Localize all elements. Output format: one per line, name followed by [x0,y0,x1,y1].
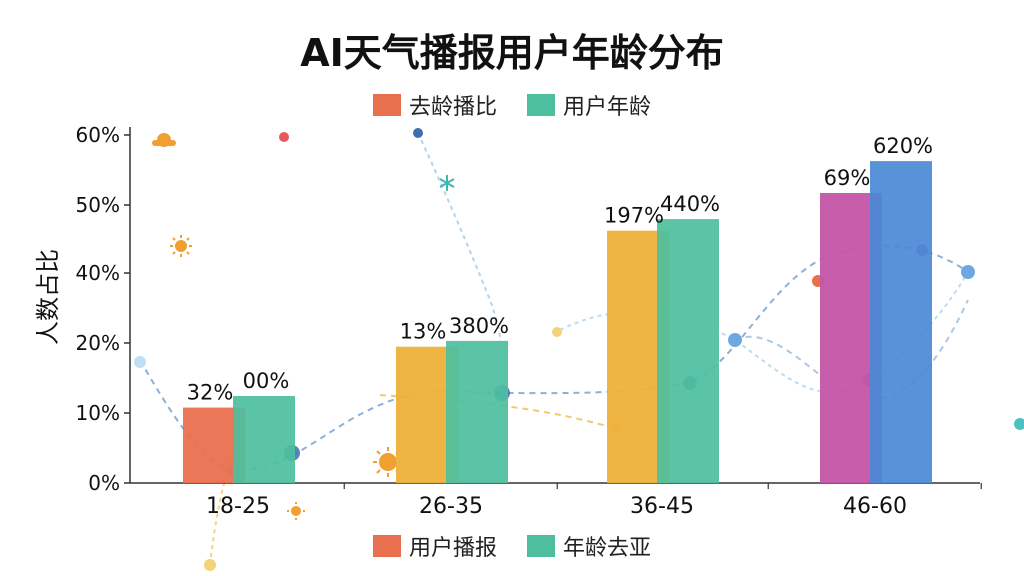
y-tick-label: 40% [76,261,120,285]
legend-item: 用户播报 [372,530,497,562]
legend-top: 去龄播比 用户年龄 [0,89,1024,121]
y-tick-label: 0% [88,471,120,495]
bar [233,396,295,483]
bar-data-label: 620% [873,134,933,158]
bar-data-label: 00% [243,369,290,393]
legend-swatch [372,535,401,557]
bar-data-label: 13% [400,320,447,344]
decor-dot [413,128,423,138]
legend-bottom: 用户播报 年龄去亚 [0,530,1024,562]
x-tick-label: 26-35 [419,494,483,519]
y-tick-label: 20% [76,331,120,355]
y-tick-label: 60% [76,123,120,147]
x-tick-label: 46-60 [843,494,907,519]
bar [657,219,719,483]
bar-data-label: 69% [824,166,871,190]
decor-dot [204,559,216,571]
legend-item: 用户年龄 [527,89,651,121]
legend-swatch [527,535,555,557]
legend-item: 去龄播比 [372,89,497,121]
sun-icon [287,502,305,520]
bar-labels-group: 32% 00% 13% 380% 197%440% 69%620% [187,134,933,405]
bar-data-label: 440% [660,192,720,216]
legend-label: 用户播报 [408,536,497,561]
bar-data-label: 380% [449,314,509,338]
chart-title: AI天气播报用户年龄分布 [300,31,724,75]
decor-dot [1014,418,1024,430]
legend-label: 年龄去亚 [563,536,652,561]
y-axis-label: 人数占比 [34,249,62,345]
legend-label: 去龄播比 [408,95,497,120]
bar-data-label: 32% [187,381,234,405]
decor-dot [728,333,742,347]
y-tick-label: 10% [76,401,120,425]
decor-dot [279,132,289,142]
snowflake-icon [439,175,455,191]
cloud-icon [152,133,176,147]
x-tick-label: 18-25 [206,494,270,519]
sun-icon [170,235,192,257]
legend-item: 年龄去亚 [527,530,651,562]
bar [870,161,932,483]
x-tick-label: 36-45 [630,494,694,519]
decor-dot [961,265,975,279]
decor-dot [134,356,146,368]
bar-data-label: 197% [604,204,664,228]
bar [446,340,508,483]
legend-label: 用户年龄 [563,95,652,120]
legend-swatch [527,94,555,116]
decor-dot [552,327,562,337]
bars-group [183,161,932,483]
legend-swatch [372,94,401,116]
y-tick-label: 50% [76,193,120,217]
